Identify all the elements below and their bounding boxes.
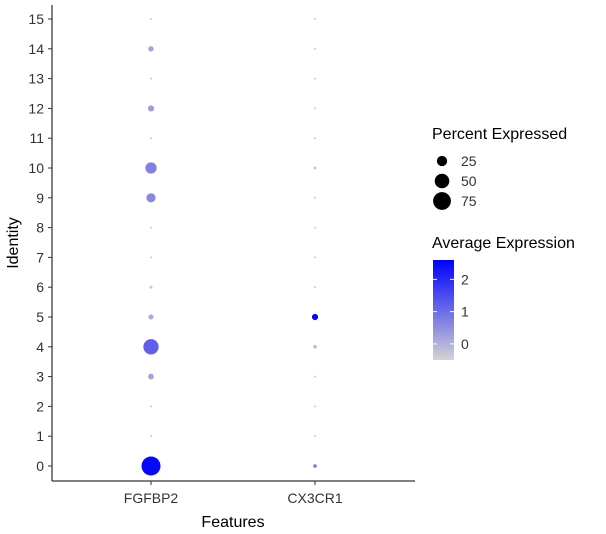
dot-cx3cr1-14: [313, 47, 317, 50]
dot-fgfbp2-4: [143, 339, 159, 355]
dot-cx3cr1-4: [313, 345, 317, 349]
dot-cx3cr1-12: [313, 107, 317, 110]
size-legend-entries: 25 50 75: [433, 153, 477, 210]
dot-fgfbp2-10: [145, 162, 157, 174]
dot-fgfbp2-11: [149, 137, 153, 140]
size-legend-dot: [436, 155, 448, 167]
dot-cx3cr1-13: [313, 77, 317, 80]
y-tick-label: 4: [36, 339, 44, 355]
dot-cx3cr1-8: [313, 226, 317, 229]
color-legend-ticks: 2 1 0: [433, 271, 469, 352]
x-axis-ticks: FGFBP2 CX3CR1: [124, 481, 343, 506]
x-tick-label: FGFBP2: [124, 490, 179, 506]
dot-fgfbp2-13: [149, 77, 153, 80]
size-legend-dot: [434, 173, 450, 189]
size-legend-dot: [433, 192, 451, 210]
y-tick-label: 11: [29, 130, 44, 146]
size-legend: Percent Expressed 25 50 75: [432, 126, 567, 210]
y-tick-label: 9: [36, 190, 44, 206]
color-legend-label: 2: [461, 271, 469, 287]
size-legend-label: 75: [461, 193, 477, 209]
y-tick-label: 5: [36, 309, 44, 325]
y-tick-label: 0: [36, 458, 44, 474]
dot-fgfbp2-1: [149, 435, 153, 438]
size-legend-label: 50: [461, 173, 477, 189]
dot-fgfbp2-5: [148, 314, 154, 320]
y-tick-label: 2: [36, 398, 44, 414]
y-tick-label: 8: [36, 220, 44, 236]
color-legend-label: 1: [461, 304, 469, 320]
dot-fgfbp2-12: [147, 105, 155, 112]
dot-fgfbp2-3: [148, 373, 154, 380]
dot-cx3cr1-2: [313, 405, 317, 408]
dot-fgfbp2-6: [149, 285, 153, 289]
y-tick-label: 3: [36, 369, 44, 385]
dot-cx3cr1-3: [313, 375, 317, 378]
size-legend-title: Percent Expressed: [432, 126, 567, 143]
color-legend-bar: [433, 260, 454, 360]
dot-cx3cr1-6: [313, 286, 317, 289]
dot-fgfbp2-15: [149, 17, 153, 21]
y-tick-label: 12: [28, 100, 44, 116]
color-legend-label: 0: [461, 336, 469, 352]
y-tick-label: 10: [28, 160, 44, 176]
color-legend: Average Expression 2 1 0: [432, 235, 575, 360]
size-legend-label: 25: [461, 153, 477, 169]
dots-layer: [141, 17, 319, 476]
dot-fgfbp2-0: [141, 456, 161, 476]
dot-cx3cr1-5: [311, 313, 319, 321]
dot-cx3cr1-0: [313, 464, 317, 468]
y-tick-label: 1: [36, 428, 44, 444]
y-tick-label: 13: [28, 71, 44, 87]
dot-fgfbp2-8: [149, 226, 153, 229]
dot-cx3cr1-7: [313, 256, 317, 259]
dot-fgfbp2-7: [149, 256, 153, 259]
y-axis-title: Identity: [5, 217, 22, 269]
x-axis-title: Features: [201, 514, 264, 531]
y-tick-label: 14: [28, 41, 44, 57]
dot-cx3cr1-15: [313, 17, 317, 21]
y-tick-label: 6: [36, 279, 44, 295]
dot-cx3cr1-11: [313, 137, 317, 140]
dot-cx3cr1-10: [313, 166, 317, 170]
dot-cx3cr1-1: [313, 435, 317, 438]
x-tick-label: CX3CR1: [287, 490, 342, 506]
y-tick-label: 7: [36, 249, 44, 265]
dot-fgfbp2-14: [148, 46, 154, 52]
y-tick-label: 15: [28, 11, 44, 27]
dot-cx3cr1-9: [313, 196, 317, 199]
color-legend-title: Average Expression: [432, 235, 575, 252]
dot-fgfbp2-2: [149, 405, 153, 408]
dot-fgfbp2-9: [146, 193, 156, 203]
